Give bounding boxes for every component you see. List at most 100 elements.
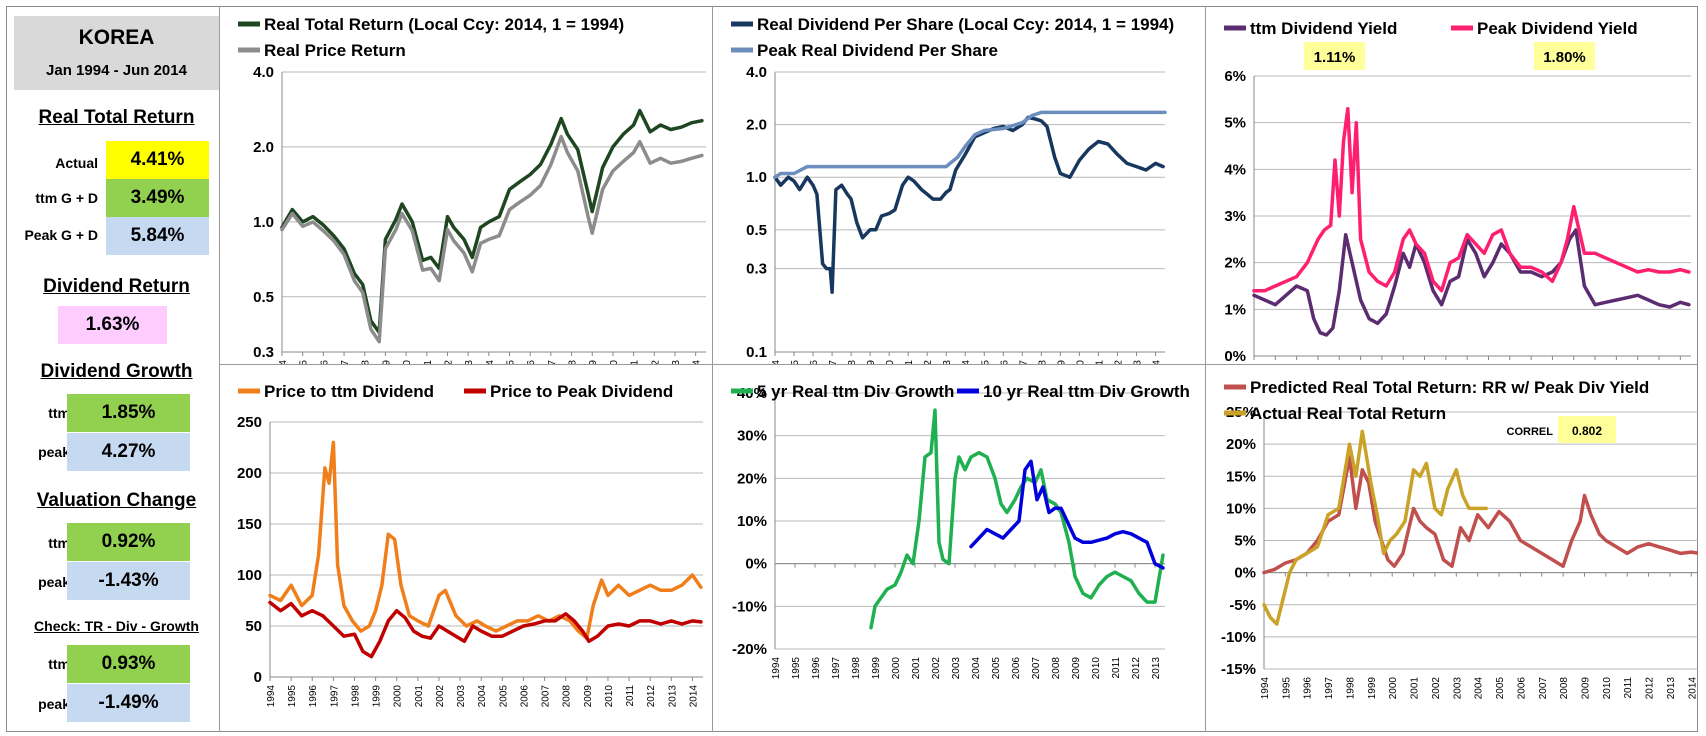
val-change-peak-label: peak [14,574,70,590]
check-peak-label: peak [14,696,70,712]
x-tick-label: 2005 [991,657,1002,680]
x-tick-label: 2002 [1431,677,1442,700]
legend-label-2: Price to Peak Dividend [490,382,673,401]
x-tick-label: 2005 [1495,677,1506,700]
x-tick-label: 1997 [828,360,839,364]
legend-label-1: Price to ttm Dividend [264,382,434,401]
y-tick-label: 20% [1226,436,1256,453]
x-tick-label: 1999 [1367,677,1378,700]
x-tick-label: 1998 [350,685,361,708]
x-tick-label: 1998 [851,657,862,680]
x-tick-label: 2004 [971,657,982,680]
x-tick-label: 2000 [402,360,413,364]
series-line-2 [1254,109,1689,291]
x-tick-label: 1996 [811,657,822,680]
actual-value: 4.41% [106,141,209,179]
y-tick-label: 100 [237,567,262,584]
legend-label-1: ttm Dividend Yield [1250,19,1397,38]
x-tick-label: 2010 [1602,677,1613,700]
x-tick-label: 2004 [485,360,496,364]
series-line-2 [971,461,1163,568]
div-growth-ttm-value: 1.85% [67,394,190,432]
x-tick-label: 1999 [381,360,392,364]
series-line-1 [1254,230,1689,335]
x-tick-label: 2001 [904,360,915,364]
x-tick-label: 2011 [1094,360,1105,364]
y-tick-label: 10% [737,513,767,530]
x-tick-label: 2006 [1011,657,1022,680]
x-tick-label: 2006 [519,685,530,708]
x-tick-label: 2013 [1151,657,1162,680]
y-tick-label: 4.0 [746,64,767,81]
x-tick-label: 1994 [266,685,277,708]
y-tick-label: 5% [1234,533,1256,550]
y-tick-label: -10% [1221,629,1256,646]
y-tick-label: 0 [254,669,262,686]
x-tick-label: 1999 [372,685,383,708]
x-tick-label: 1994 [278,360,289,364]
x-tick-label: 2009 [1580,677,1591,700]
x-tick-label: 2012 [646,685,657,708]
legend-label-2: 10 yr Real ttm Div Growth [983,382,1190,401]
y-tick-label: 15% [1226,468,1256,485]
x-tick-label: 2004 [477,685,488,708]
y-tick-label: 1.0 [746,169,767,186]
series-line-2 [1264,431,1486,624]
x-tick-label: 1998 [361,360,372,364]
x-tick-label: 1999 [871,657,882,680]
x-tick-label: 2003 [464,360,475,364]
x-tick-label: 2004 [1474,677,1485,700]
series-line-1 [871,410,1163,628]
x-tick-label: 2009 [588,360,599,364]
x-tick-label: 2007 [1538,677,1549,700]
x-tick-label: 1995 [1281,677,1292,700]
x-tick-label: 2011 [1623,677,1634,699]
legend-label-1: Real Dividend Per Share (Local Ccy: 2014… [757,15,1174,34]
valuation-change-heading: Valuation Change [14,490,219,512]
val-change-ttm-label: ttm [14,535,70,551]
y-tick-label: 0.5 [253,289,274,306]
y-tick-label: 0% [745,556,767,573]
y-tick-label: 10% [1226,500,1256,517]
peak-gd-value: 5.84% [106,217,209,255]
chart-price-to-dividend: 0501001502002501994199519961997199819992… [220,365,712,732]
x-tick-label: 2007 [547,360,558,364]
y-tick-label: 0.5 [746,222,767,239]
correl-label: CORREL [1507,426,1554,438]
y-tick-label: 50 [245,618,262,635]
peak-gd-label: Peak G + D [14,227,98,243]
x-tick-label: 2008 [1051,657,1062,680]
check-peak-value: -1.49% [67,684,190,722]
y-tick-label: -15% [1221,661,1256,678]
x-tick-label: 1997 [329,685,340,708]
y-tick-label: 0.3 [253,344,274,361]
chart-real-total-return: 0.30.51.02.04.01994199519961997199819992… [220,7,712,364]
x-tick-label: 2008 [1037,360,1048,364]
x-tick-label: 2007 [541,685,552,708]
x-tick-label: 2000 [885,360,896,364]
x-tick-label: 1994 [771,360,782,364]
div-growth-ttm-label: ttm [14,405,70,421]
val-change-ttm-value: 0.92% [67,523,190,561]
x-tick-label: 1994 [1260,677,1271,700]
x-tick-label: 1996 [308,685,319,708]
x-tick-label: 2001 [414,685,425,708]
x-tick-label: 2013 [1666,677,1677,700]
x-tick-label: 1997 [1324,677,1335,700]
y-tick-label: 250 [237,414,262,431]
y-tick-label: 5% [1224,115,1246,132]
x-tick-label: 1996 [809,360,820,364]
x-tick-label: 2002 [435,685,446,708]
dividend-return-value: 1.63% [58,306,167,344]
x-tick-label: 2006 [999,360,1010,364]
x-tick-label: 1997 [831,657,842,680]
x-tick-label: 1996 [1303,677,1314,700]
x-tick-label: 2012 [1113,360,1124,364]
legend-label-2: Peak Real Dividend Per Share [757,41,998,60]
y-tick-label: -20% [732,641,767,658]
x-tick-label: 2006 [1516,677,1527,700]
x-tick-label: 1998 [847,360,858,364]
x-tick-label: 2009 [1071,657,1082,680]
x-tick-label: 2003 [1452,677,1463,700]
ttm-gd-label: ttm G + D [14,190,98,206]
